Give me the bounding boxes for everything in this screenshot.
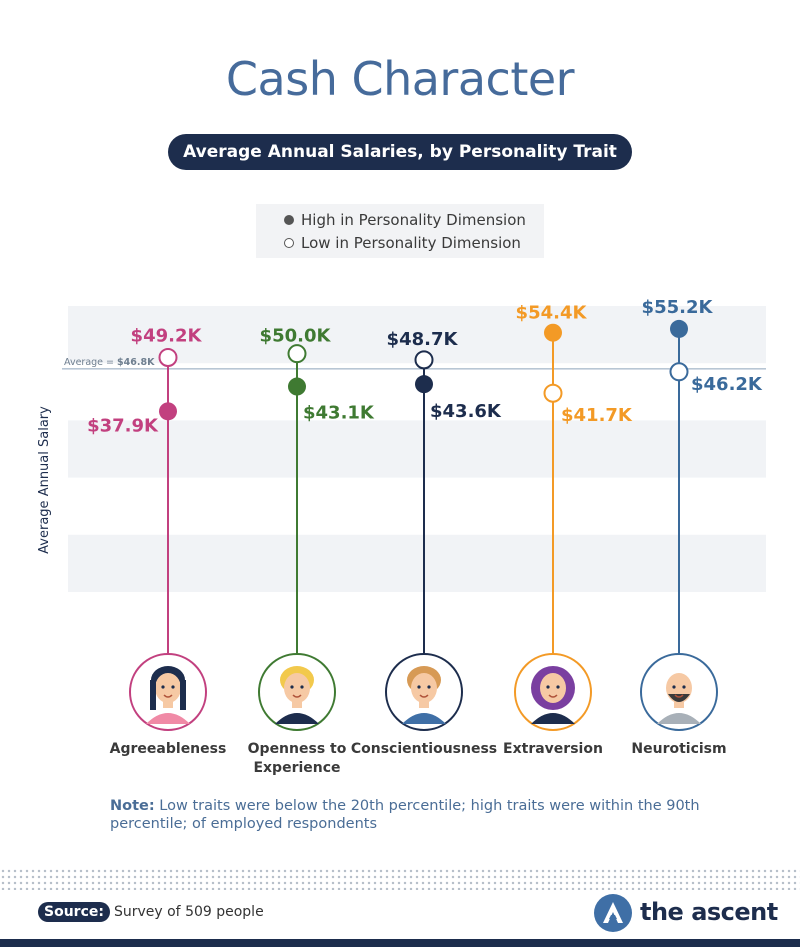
avatar-eye-right-4 [682,685,686,689]
avatar-body-0 [146,713,190,724]
avatar-body-2 [402,713,446,724]
high-point-2 [415,375,433,394]
grid-band [68,534,766,592]
low-point-3 [543,383,563,403]
avatar-eye-left-4 [672,685,676,689]
avatar-mouth-0 [163,694,173,698]
avatar-body-1 [275,713,319,724]
avatar-mouth-4 [674,694,684,698]
avatar-mouth-2 [419,694,429,698]
low-point-2 [414,350,434,370]
avatar-eye-right-0 [171,685,175,689]
avatar-body-3 [531,713,575,724]
high-point-0 [159,402,177,421]
legend-label-low: Low in Personality Dimension [301,234,521,252]
high-point-4 [670,319,688,338]
brand-name: the ascent [640,898,778,926]
hollow-circle-icon [284,238,294,248]
low-point-4 [669,362,689,382]
avatar-face-3 [540,673,566,703]
high-value-label-0: $37.9K [87,415,159,436]
avatar-eye-right-1 [300,685,304,689]
avatar-eye-right-3 [556,685,560,689]
high-value-label-4: $55.2K [642,297,714,318]
trait-label-3-0: Extraversion [503,741,603,757]
chart-subtitle: Average Annual Salaries, by Personality … [168,134,632,170]
source-text: Survey of 509 people [113,904,264,920]
avatar-face-1 [284,673,310,703]
avatar-face-2 [411,673,437,703]
high-value-label-3: $54.4K [516,303,588,324]
chart-note: Note: Low traits were below the 20th per… [110,797,710,833]
salary-chart: Average Annual Salary Average = $46.8K $37… [37,297,766,776]
average-label: Average = $46.8K [64,357,155,368]
trait-label-2-0: Conscientiousness [351,741,497,757]
ascent-logo-icon [594,894,632,932]
trait-label-4-0: Neuroticism [631,741,726,757]
avatar-eye-left-0 [161,685,165,689]
low-value-label-0: $49.2K [131,325,203,346]
bottom-bar [0,939,800,947]
page-title: Cash Character [225,52,575,106]
high-point-1 [288,377,306,396]
y-axis-label: Average Annual Salary [37,406,52,554]
avatar-mouth-1 [292,694,302,698]
filled-circle-icon [284,215,294,225]
avatar-eye-right-2 [427,685,431,689]
avatar-mouth-3 [548,694,558,698]
low-value-label-3: $41.7K [561,405,633,426]
note-text: Low traits were below the 20th percentil… [110,798,700,832]
avatar-eye-left-2 [417,685,421,689]
high-point-3 [544,323,562,342]
high-value-label-2: $43.6K [430,401,502,422]
legend-item-high: High in Personality Dimension [284,211,526,229]
trait-label-1-0: Openness to [248,741,347,757]
low-value-label-2: $48.7K [387,329,459,350]
legend-item-low: Low in Personality Dimension [284,234,521,252]
low-point-1 [287,344,307,364]
avatar-beard-4 [668,694,690,702]
trait-label-1-1: Experience [253,760,340,776]
avatar-eye-left-1 [290,685,294,689]
trait-label-0-0: Agreeableness [110,741,227,757]
avatar-eye-left-3 [546,685,550,689]
source-line: Source: Survey of 509 people [38,902,264,922]
avatar-face-0 [155,673,181,703]
chart-legend: High in Personality Dimension Low in Per… [256,204,544,258]
avatar-hair-right-0 [180,680,186,710]
legend-label-high: High in Personality Dimension [301,211,526,229]
avatar-hair-left-0 [150,680,156,710]
low-point-0 [158,347,178,367]
grid-band [68,420,766,478]
high-value-label-1: $43.1K [303,403,375,424]
source-label: Source: [38,902,110,922]
low-value-label-4: $46.2K [691,374,763,395]
avatar-body-4 [657,713,701,724]
note-label: Note: [110,798,155,814]
low-value-label-1: $50.0K [260,326,332,347]
dotted-divider [0,868,800,890]
